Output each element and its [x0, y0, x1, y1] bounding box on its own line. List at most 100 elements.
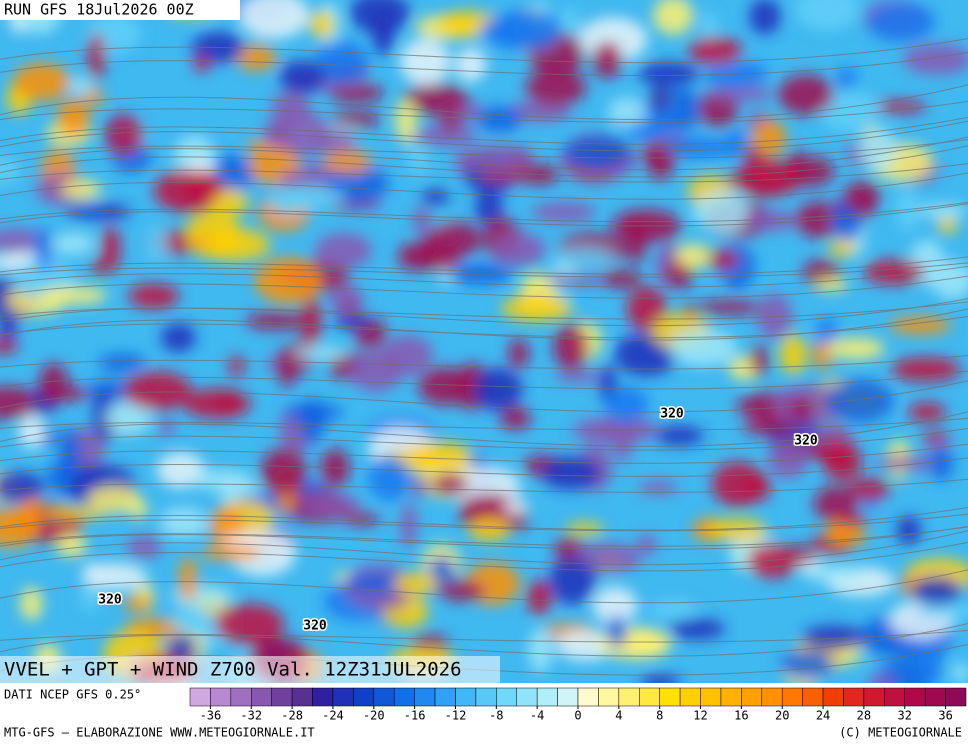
- footer-right: (C) METEOGIORNALE: [839, 726, 962, 740]
- colorbar-cell: [210, 687, 232, 707]
- shade-blob: [368, 454, 411, 502]
- streamline: [0, 136, 968, 171]
- shade-blob: [703, 60, 768, 90]
- shade-blob: [663, 136, 735, 159]
- shade-blob: [891, 357, 961, 382]
- shade-blob: [269, 190, 307, 215]
- shade-blob: [238, 0, 310, 39]
- colorbar-cell: [904, 687, 926, 707]
- shade-blob: [468, 516, 511, 542]
- streamline: [0, 38, 968, 64]
- contour-label: 320: [660, 407, 684, 422]
- shade-blob: [698, 190, 750, 234]
- colorbar-cell: [618, 687, 640, 707]
- streamline: [0, 265, 968, 288]
- shade-blob: [915, 602, 968, 618]
- shade-blob: [86, 485, 141, 513]
- shade-blob: [865, 675, 897, 683]
- shade-blob: [553, 324, 589, 370]
- shade-blob: [778, 74, 835, 116]
- shade-blob: [407, 441, 473, 469]
- streamline: [0, 139, 968, 159]
- shade-blob: [646, 144, 675, 180]
- shade-blob: [56, 98, 91, 137]
- streamline: [0, 203, 968, 227]
- streamline: [0, 298, 968, 327]
- colorbar-cell: [598, 687, 620, 707]
- streamline: [0, 84, 968, 121]
- streamline: [0, 513, 968, 532]
- colorbar-tick-label: -8: [489, 709, 503, 723]
- shade-blob: [706, 86, 775, 102]
- colorbar-tick-label: -32: [240, 709, 262, 723]
- shade-blob: [655, 425, 704, 446]
- shade-blob: [548, 556, 596, 605]
- colorbar-cell: [516, 687, 538, 707]
- colorbar-cell: [496, 687, 517, 707]
- shade-blob: [827, 337, 885, 360]
- shade-blob: [160, 323, 196, 353]
- shade-blob: [334, 314, 372, 330]
- shade-blob: [688, 36, 743, 65]
- shade-blob: [122, 596, 154, 611]
- streamline: [0, 525, 968, 550]
- shade-blob: [749, 0, 781, 35]
- streamline: [0, 623, 968, 657]
- shade-blob: [393, 572, 439, 595]
- colorbar-cell: [434, 687, 456, 707]
- colorbar-tick-label: 12: [693, 709, 707, 723]
- shade-blob: [431, 474, 470, 495]
- shade-blob: [128, 283, 180, 309]
- streamline: [0, 478, 968, 493]
- colorbar-cell: [924, 687, 946, 707]
- shade-blob: [835, 67, 858, 92]
- shade-blob: [750, 344, 769, 376]
- colorbar-cell: [639, 687, 660, 707]
- shade-blob: [193, 55, 212, 72]
- shade-blob: [349, 350, 404, 392]
- shade-blob: [20, 586, 43, 621]
- shade-blob: [910, 576, 962, 606]
- shade-blob: [867, 2, 936, 43]
- streamline: [0, 443, 968, 464]
- shade-blob: [848, 478, 891, 501]
- shade-blob: [480, 15, 541, 48]
- shade-blob: [454, 48, 487, 82]
- map-area: [0, 0, 968, 683]
- shade-blob: [606, 615, 628, 648]
- colorbar-cell: [802, 687, 824, 707]
- shade-blob: [638, 480, 678, 495]
- shade-blob: [819, 89, 879, 132]
- shade-blob: [823, 442, 863, 482]
- shade-blob: [707, 249, 739, 270]
- contour-label: 320: [98, 593, 122, 608]
- colorbar-tick-label: 32: [898, 709, 912, 723]
- shade-blob: [159, 507, 209, 538]
- shade-blob: [638, 62, 699, 86]
- colorbar-cell: [781, 687, 803, 707]
- shade-blob: [640, 674, 681, 683]
- shade-blob: [192, 469, 253, 491]
- shade-blob: [271, 92, 311, 121]
- shade-blob: [531, 202, 597, 222]
- shade-blob: [475, 190, 504, 226]
- shade-blob: [344, 572, 407, 593]
- shade-blob: [858, 126, 896, 171]
- colorbar-tick-label: 8: [656, 709, 663, 723]
- shade-blob: [88, 32, 106, 81]
- shade-blob: [501, 295, 574, 322]
- shade-blob: [299, 399, 325, 445]
- shade-blob: [697, 300, 762, 315]
- shade-blob: [309, 11, 335, 38]
- colorbar-tick-label: 0: [574, 709, 581, 723]
- streamline: [0, 380, 968, 413]
- shade-blob: [917, 639, 943, 683]
- shade-blob: [315, 232, 373, 269]
- shade-blob: [473, 367, 523, 412]
- contour-label: 320: [303, 619, 327, 634]
- streamline: [0, 116, 968, 145]
- shade-blob: [61, 179, 102, 200]
- colorbar-cell: [353, 687, 375, 707]
- streamline: [0, 100, 968, 123]
